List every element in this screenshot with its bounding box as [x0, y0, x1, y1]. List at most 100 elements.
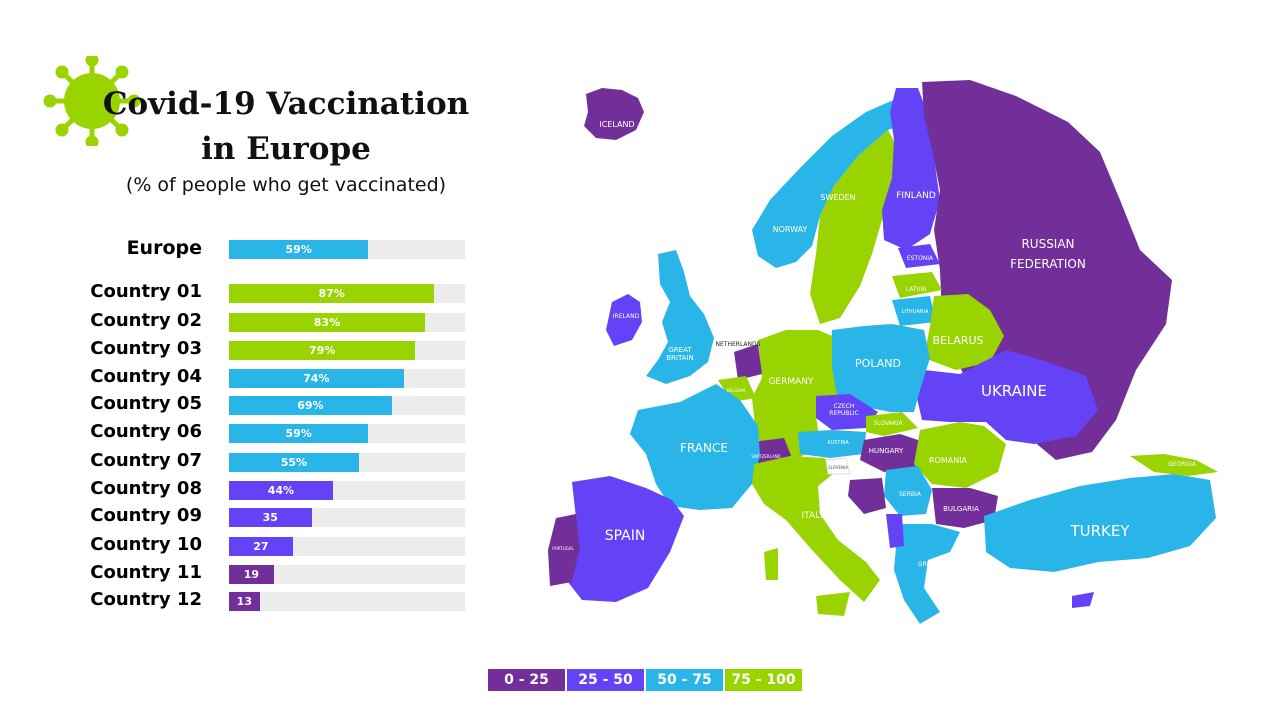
label-hungary: HUNGARY: [869, 447, 904, 455]
map-slovenia: [825, 457, 851, 475]
label-greece: GREECE: [918, 561, 943, 568]
bar-data-label: 59%: [285, 243, 312, 256]
label-serbia: SERBIA: [899, 491, 922, 498]
map-greece: [894, 524, 960, 624]
map-albania: [886, 514, 904, 548]
label-georgia: GEORGIA: [1168, 461, 1197, 468]
bar: [229, 341, 416, 360]
title-line-2: in Europe: [201, 131, 371, 167]
map-france: [630, 384, 760, 510]
bar-category-label: Country 08: [90, 478, 202, 499]
chart-title: Covid-19 Vaccination in Europe: [96, 82, 476, 172]
label-italy: ITALY: [802, 511, 825, 521]
bar-data-label: 69%: [297, 399, 324, 412]
map-poland: [830, 324, 930, 412]
map-austria: [798, 430, 866, 458]
label-germany: GERMANY: [768, 377, 814, 387]
bar-category-label: Country 10: [90, 534, 202, 555]
bar-track: [229, 592, 465, 611]
bar: [229, 240, 369, 259]
map-sardinia: [764, 548, 778, 580]
label-czech-2: REPUBLIC: [829, 410, 858, 417]
bar-category-label: Country 01: [90, 281, 202, 302]
bar-category-label: Country 05: [90, 393, 202, 414]
bar-data-label: 35: [262, 511, 278, 524]
bar-data-label: 13: [236, 595, 252, 608]
label-turkey: TURKEY: [1069, 522, 1130, 540]
legend-item: 50 - 75: [646, 669, 723, 691]
bar-data-label: 83%: [313, 316, 341, 329]
bar: [229, 284, 435, 303]
map-czech: [816, 394, 878, 430]
label-spain: SPAIN: [605, 528, 646, 544]
label-sweden: SWEDEN: [820, 193, 855, 202]
bar-data-label: 55%: [280, 456, 308, 469]
bar-category-label: Country 02: [90, 310, 202, 331]
label-britain-2: BRITAIN: [666, 354, 694, 362]
map-bosnia: [848, 478, 886, 514]
bar-category-label: Country 03: [90, 338, 202, 359]
europe-map: ICELAND NORWAY SWEDEN FINLAND RUSSIAN FE…: [548, 80, 1218, 624]
map-sweden: [810, 130, 900, 324]
bar: [229, 369, 404, 388]
bar-data-label: 59%: [285, 427, 312, 440]
map-portugal: [548, 514, 580, 586]
map-hungary: [860, 434, 924, 472]
label-austria: AUSTRIA: [827, 440, 849, 446]
map-iceland: [584, 88, 644, 140]
title-line-1: Covid-19 Vaccination: [102, 86, 470, 122]
map-norway: [752, 98, 922, 268]
bar: [229, 453, 359, 472]
map-ireland: [606, 294, 642, 346]
map-belarus: [924, 294, 1004, 370]
map-romania: [914, 422, 1006, 488]
chart-subtitle: (% of people who get vaccinated): [125, 174, 447, 196]
bar: [229, 424, 369, 443]
map-turkey: [984, 474, 1216, 572]
bar: [229, 313, 425, 332]
map-cyprus: [1072, 592, 1094, 608]
label-russia-1: RUSSIAN: [1021, 237, 1074, 251]
label-lithuania: LITHUANIA: [902, 309, 929, 315]
bar-category-label: Country 07: [90, 450, 202, 471]
map-finland: [882, 88, 940, 250]
map-estonia: [898, 244, 940, 268]
label-iceland: ICELAND: [599, 120, 634, 129]
label-czech-1: CZECH: [834, 403, 855, 410]
label-ireland: IRELAND: [613, 313, 640, 320]
label-norway: NORWAY: [773, 225, 808, 234]
label-belgium: BELGIUM: [727, 388, 746, 393]
bar-category-label: Country 11: [90, 562, 202, 583]
map-netherlands: [734, 344, 762, 380]
bar-data-label: 74%: [303, 372, 330, 385]
label-slovakia: SLOVAKIA: [873, 420, 903, 427]
bar-category-label: Europe: [126, 237, 202, 259]
label-russia-2: FEDERATION: [1010, 257, 1086, 271]
label-ukraine: UKRAINE: [981, 382, 1047, 400]
map-ukraine: [916, 350, 1098, 444]
label-slovenia: SLOVENIA: [828, 465, 848, 470]
map-latvia: [892, 272, 942, 298]
label-finland: FINLAND: [896, 191, 936, 201]
map-georgia: [1130, 454, 1218, 476]
bar: [229, 565, 274, 584]
map-germany: [752, 330, 838, 460]
label-switzerland: SWITZERLAND: [751, 454, 780, 459]
legend-item: 75 - 100: [725, 669, 802, 691]
map-belgium: [718, 376, 756, 402]
bar: [229, 396, 392, 415]
label-poland: POLAND: [855, 357, 901, 370]
map-sicily: [816, 592, 850, 616]
label-belarus: BELARUS: [932, 334, 983, 347]
map-great-britain: [646, 250, 714, 384]
label-romania: ROMANIA: [929, 456, 968, 465]
bar: [229, 592, 260, 611]
label-portugal: PORTUGAL: [552, 546, 574, 551]
bar: [229, 537, 293, 556]
map-slovakia: [866, 412, 918, 436]
map-spain: [568, 476, 684, 602]
color-legend: 0 - 25 25 - 50 50 - 75 75 - 100: [488, 669, 804, 691]
bar-data-label: 19: [243, 568, 260, 581]
bar-data-label: 44%: [267, 484, 295, 497]
map-italy: [752, 456, 880, 602]
